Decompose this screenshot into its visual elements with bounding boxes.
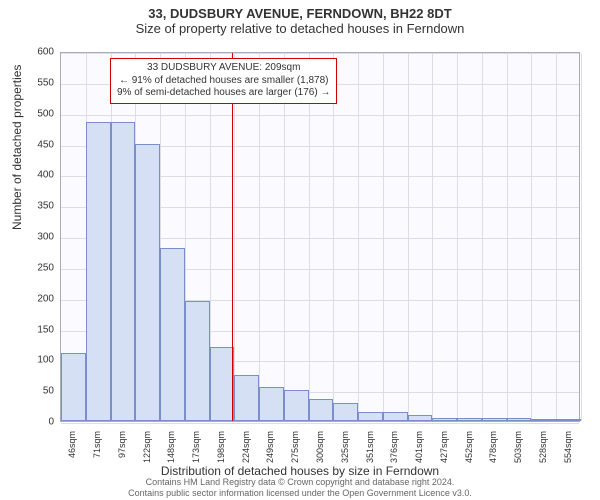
- y-tick-label: 300: [14, 232, 54, 243]
- histogram-bar: [556, 419, 581, 421]
- y-tick-label: 0: [14, 417, 54, 428]
- y-tick-label: 200: [14, 293, 54, 304]
- histogram-bar: [482, 418, 507, 421]
- annotation-line: 33 DUDSBURY AVENUE: 209sqm: [117, 62, 330, 75]
- histogram-bar: [61, 353, 86, 421]
- footer-line: Contains public sector information licen…: [0, 488, 600, 498]
- histogram-bar: [309, 399, 334, 421]
- footer: Contains HM Land Registry data © Crown c…: [0, 477, 600, 498]
- y-tick-label: 100: [14, 355, 54, 366]
- reference-line: [232, 53, 233, 421]
- y-tick-label: 400: [14, 170, 54, 181]
- histogram-bar: [457, 418, 482, 421]
- histogram-bar: [135, 144, 160, 422]
- annotation-line: ← 91% of detached houses are smaller (1,…: [117, 75, 330, 88]
- histogram-bar: [507, 418, 532, 421]
- histogram-bar: [160, 248, 185, 421]
- y-tick-label: 50: [14, 386, 54, 397]
- y-tick-label: 250: [14, 262, 54, 273]
- histogram-bar: [408, 415, 433, 421]
- histogram-bar: [333, 403, 358, 422]
- histogram-bar: [185, 301, 210, 421]
- histogram-bar: [432, 418, 457, 421]
- y-tick-label: 550: [14, 77, 54, 88]
- y-tick-label: 450: [14, 139, 54, 150]
- histogram-bar: [111, 122, 136, 421]
- y-tick-label: 150: [14, 324, 54, 335]
- annotation-box: 33 DUDSBURY AVENUE: 209sqm ← 91% of deta…: [110, 58, 337, 104]
- plot-area: [60, 52, 580, 422]
- chart-container: 33, DUDSBURY AVENUE, FERNDOWN, BH22 8DT …: [0, 0, 600, 500]
- histogram-bar: [383, 412, 408, 421]
- histogram-bar: [259, 387, 284, 421]
- histogram-bar: [358, 412, 383, 421]
- footer-line: Contains HM Land Registry data © Crown c…: [0, 477, 600, 487]
- histogram-bar: [86, 122, 111, 421]
- histogram-bar: [234, 375, 259, 421]
- annotation-line: 9% of semi-detached houses are larger (1…: [117, 87, 330, 100]
- title-block: 33, DUDSBURY AVENUE, FERNDOWN, BH22 8DT …: [0, 0, 600, 36]
- x-axis-label: Distribution of detached houses by size …: [0, 464, 600, 478]
- y-tick-label: 500: [14, 108, 54, 119]
- plot-wrap: 050100150200250300350400450500550600 46s…: [60, 52, 580, 422]
- histogram-bar: [210, 347, 235, 421]
- page-subtitle: Size of property relative to detached ho…: [0, 21, 600, 36]
- y-tick-label: 600: [14, 47, 54, 58]
- histogram-bar: [531, 419, 556, 421]
- histogram-bar: [284, 390, 309, 421]
- y-tick-label: 350: [14, 201, 54, 212]
- page-title: 33, DUDSBURY AVENUE, FERNDOWN, BH22 8DT: [0, 6, 600, 21]
